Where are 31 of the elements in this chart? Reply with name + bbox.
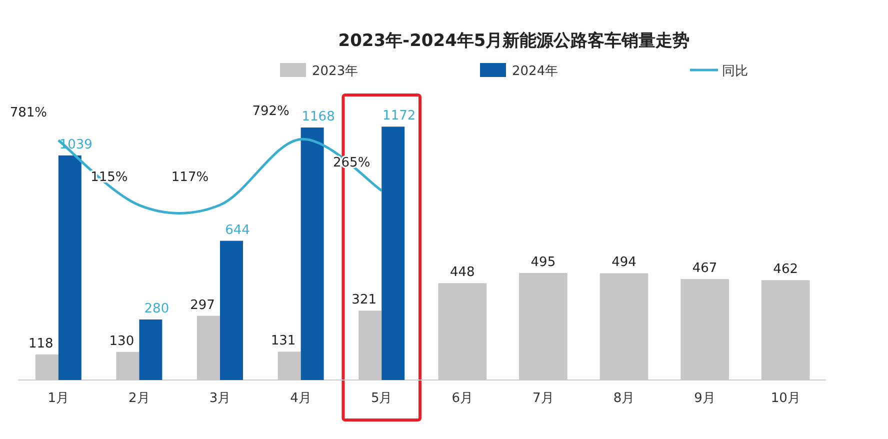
x-tick-label: 1月	[48, 391, 70, 406]
data-label: 494	[612, 255, 636, 270]
data-label: 131	[270, 334, 296, 349]
data-label: 467	[692, 261, 718, 276]
data-label: 280	[144, 301, 170, 316]
data-label: 448	[450, 265, 475, 280]
chart-title: 2023年-2024年5月新能源公路客车销量走势	[338, 31, 690, 51]
data-label: 644	[225, 222, 250, 238]
x-tick-label: 9月	[694, 391, 716, 406]
x-tick-label: 8月	[613, 391, 635, 406]
x-tick-label: 6月	[452, 391, 474, 406]
data-label: 321	[352, 292, 377, 308]
data-label: 462	[773, 262, 798, 278]
x-tick-label: 4月	[290, 391, 312, 406]
legend-label: 2023年	[312, 64, 358, 79]
data-label: 297	[190, 298, 215, 313]
data-label: 781%	[10, 105, 47, 120]
legend-label: 2024年	[512, 64, 558, 79]
x-tick-label: 2月	[128, 391, 150, 406]
x-tick-label: 10月	[770, 391, 800, 406]
legend-label: 同比	[722, 64, 748, 79]
data-label: 792%	[252, 104, 290, 120]
data-label: 117%	[171, 170, 209, 185]
x-tick-label: 7月	[532, 391, 554, 406]
x-tick-label: 5月	[370, 391, 392, 406]
data-label: 495	[530, 255, 556, 270]
data-label: 118	[28, 336, 54, 352]
data-label: 1168	[302, 110, 335, 125]
data-label: 130	[109, 334, 134, 349]
data-label: 1172	[382, 108, 416, 124]
x-tick-label: 3月	[209, 391, 231, 406]
